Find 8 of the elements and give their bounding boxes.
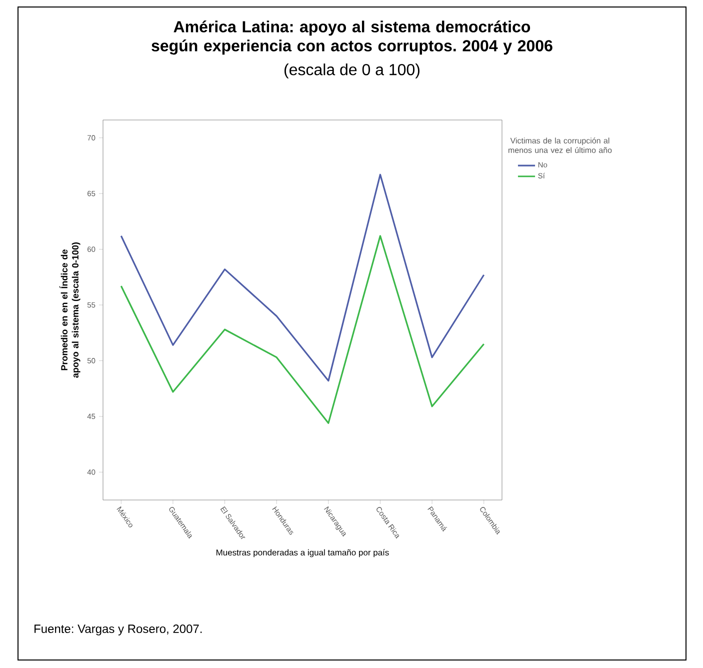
- line-series: [120, 235, 485, 424]
- x-axis-title: Muestras ponderadas a igual tamaño por país: [216, 549, 389, 558]
- line-series: [120, 174, 485, 382]
- source-note: Fuente: Vargas y Rosero, 2007.: [34, 624, 202, 636]
- chart-title: América Latina: apoyo al sistema democrático según experiencia con actos corruptos. 2004 y 2006: [152, 20, 552, 55]
- y-axis-title: Promedio en en el Índice de apoyo al sistema (escala 0-100): [59, 242, 80, 378]
- legend-title: Victimas de la corrupción al menos una vez el último año: [508, 138, 612, 153]
- chart-subtitle: (escala de 0 a 100): [284, 64, 420, 78]
